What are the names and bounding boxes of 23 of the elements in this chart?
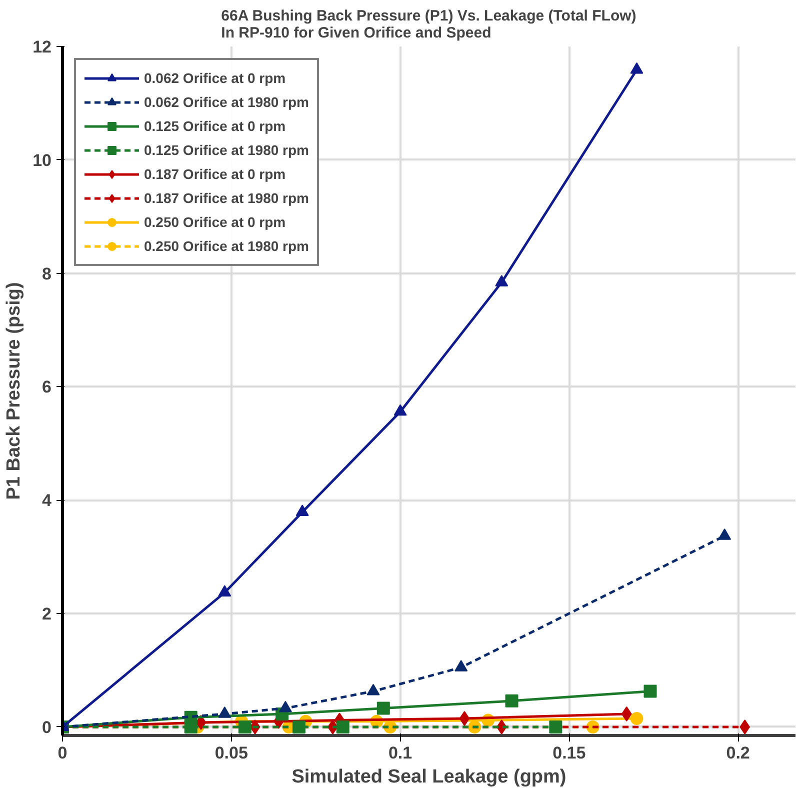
legend-label: 0.250 Orifice at 0 rpm [144,214,286,230]
y-tick-label: 6 [42,378,52,397]
legend-label: 0.062 Orifice at 0 rpm [144,70,286,86]
legend-label: 0.187 Orifice at 1980 rpm [144,190,309,206]
y-tick-label: 8 [42,264,52,284]
y-tick-label: 12 [32,38,52,56]
legend-label: 0.062 Orifice at 1980 rpm [144,94,309,110]
chart-title: 66A Bushing Back Pressure (P1) Vs. Leakage (Total FLow) In RP-910 for Given Orifice and Speed [221,8,636,42]
y-tick-label: 0 [42,718,52,737]
x-tick-label: 0.1 [388,744,412,762]
x-tick-label: 0.05 [214,744,248,762]
y-tick-label: 4 [42,491,52,510]
legend-label: 0.250 Orifice at 1980 rpm [144,238,309,254]
x-tick-label: 0.2 [726,744,750,762]
y-tick-label: 2 [42,604,52,624]
x-tick-label: 0.15 [552,744,586,762]
legend-label: 0.125 Orifice at 1980 rpm [144,142,309,158]
legend-label: 0.187 Orifice at 0 rpm [144,166,286,182]
y-axis-title: P1 Back Pressure (psig) [4,282,25,500]
x-axis-title: Simulated Seal Leakage (gpm) [292,766,566,788]
y-tick-label: 10 [32,150,52,170]
legend-label: 0.125 Orifice at 0 rpm [144,118,286,134]
x-tick-label: 0 [58,744,68,762]
